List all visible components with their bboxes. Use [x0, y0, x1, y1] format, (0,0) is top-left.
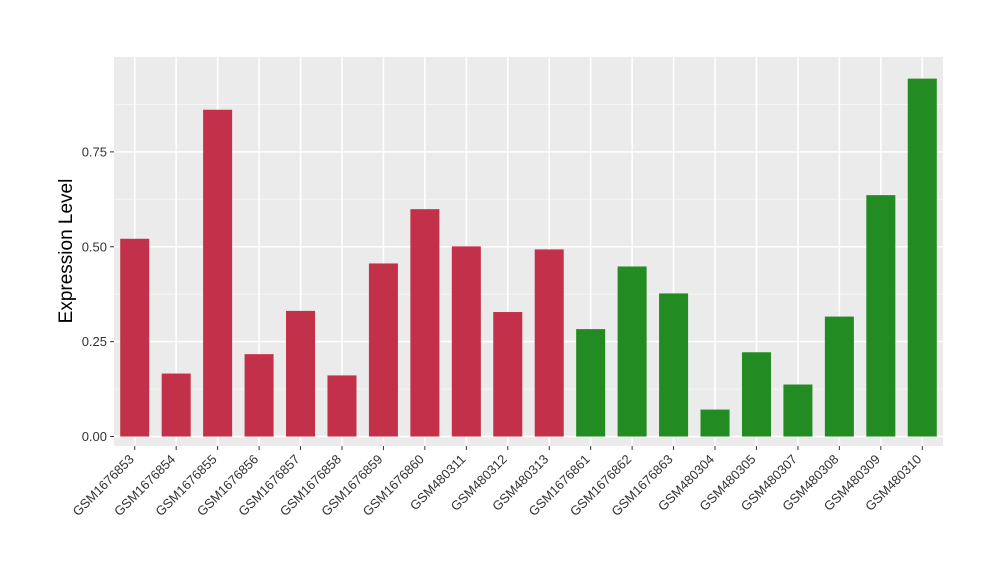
bar: [617, 266, 647, 437]
bar: [907, 78, 937, 437]
y-axis-title: Expression Level: [56, 179, 77, 324]
bar: [451, 246, 481, 437]
y-tick-label: 0.00: [82, 429, 107, 444]
bar: [203, 109, 233, 437]
plot-panel: [114, 57, 943, 446]
bar: [783, 384, 813, 437]
y-tick-label: 0.25: [82, 334, 107, 349]
bar: [493, 312, 523, 437]
bar: [368, 263, 398, 437]
bar: [410, 209, 440, 437]
bar: [161, 373, 191, 437]
bar: [741, 352, 771, 437]
bar: [327, 375, 357, 437]
bar: [866, 195, 896, 437]
y-tick-label: 0.75: [82, 144, 107, 159]
bar: [244, 354, 274, 437]
bar: [120, 238, 150, 437]
y-tick-label: 0.50: [82, 239, 107, 254]
bar: [286, 310, 316, 437]
bar: [659, 293, 689, 437]
bars: [120, 78, 937, 437]
x-axis: GSM1676853GSM1676854GSM1676855GSM1676856…: [70, 446, 924, 519]
bar: [700, 409, 730, 437]
bar: [534, 249, 564, 437]
bar: [824, 316, 854, 437]
y-axis: 0.00 0.25 0.50 0.75: [82, 144, 114, 444]
bar: [576, 329, 606, 437]
